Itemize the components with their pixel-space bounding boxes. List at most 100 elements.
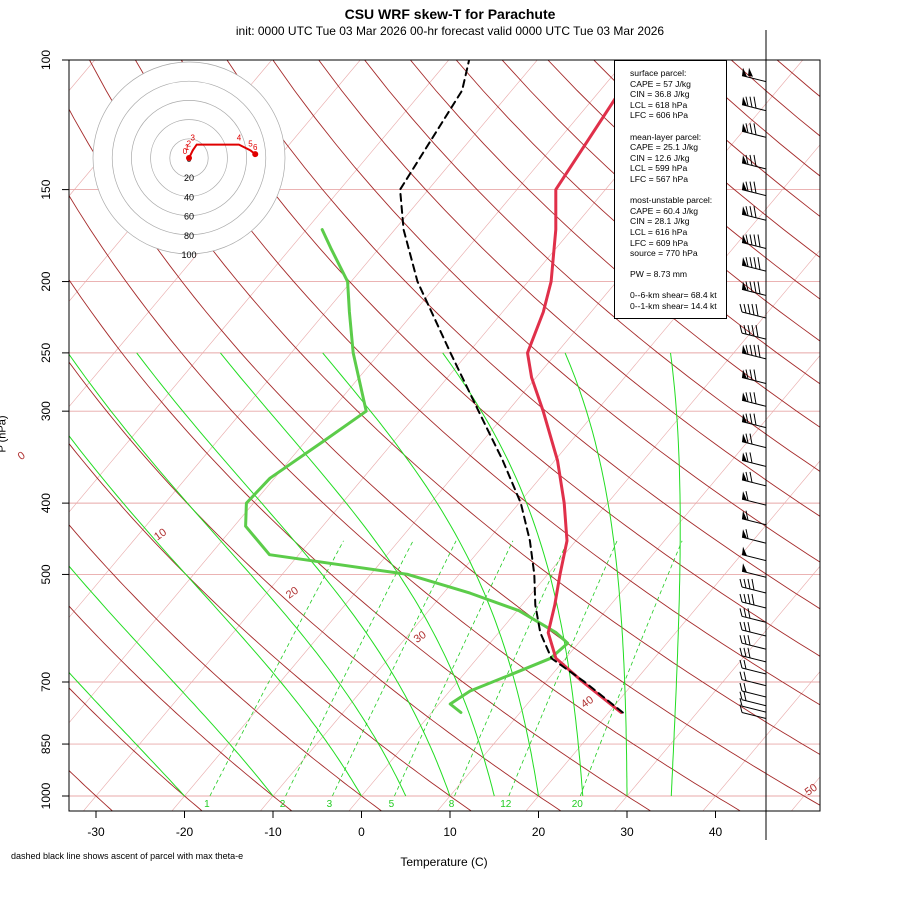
- wind-barb-tick: [753, 344, 757, 357]
- wind-barb-tick: [745, 123, 749, 133]
- ml-cape: CAPE = 25.1 J/kg: [630, 142, 699, 153]
- wind-barb-tick: [757, 257, 761, 270]
- moist-adiabat: [670, 352, 681, 797]
- mu-lcl: LCL = 616 hPa: [630, 226, 688, 237]
- wind-barb-staff: [741, 162, 767, 170]
- y-tick-label: 500: [39, 564, 53, 584]
- mean-layer-parcel-block: mean-layer parcel: CAPE = 25.1 J/kg CIN …: [630, 132, 726, 185]
- hodograph-point-label: 0: [183, 147, 188, 156]
- wind-barb-tick: [743, 671, 747, 681]
- dry-adiabat: [69, 194, 742, 811]
- wind-barb-flag: [742, 433, 747, 443]
- wind-barb-staff: [741, 518, 767, 526]
- mixing-ratio-line: [508, 540, 618, 797]
- moist-adiabat: [69, 435, 362, 797]
- dry-adiabat: [226, 60, 820, 610]
- wind-barb-tick: [739, 704, 743, 713]
- dry-adiabat-label: 50: [803, 782, 820, 799]
- wind-barb-staff: [741, 459, 767, 467]
- wind-barb-flag: [742, 344, 747, 355]
- hodograph-ring-label: 80: [184, 231, 194, 241]
- wind-barb-tick: [751, 593, 755, 606]
- wind-barb: [739, 682, 767, 698]
- wind-barb: [739, 691, 767, 707]
- x-axis-label: Temperature (C): [400, 855, 488, 869]
- dry-adiabat: [272, 60, 820, 563]
- wind-barb-tick: [751, 325, 755, 337]
- wind-barb: [741, 206, 767, 221]
- wind-barb-staff: [741, 554, 767, 562]
- wind-barb: [739, 698, 767, 713]
- isotherm-line: [348, 249, 820, 811]
- wind-barb-staff: [741, 421, 767, 429]
- wind-barb-staff: [741, 711, 767, 719]
- moist-adiabat: [69, 565, 274, 797]
- y-tick-label: 1000: [39, 782, 53, 809]
- hodograph-end-dot: [252, 151, 259, 158]
- x-tick-label: 20: [532, 825, 546, 839]
- wind-barb-tick: [743, 303, 747, 314]
- dry-adiabat: [69, 605, 293, 811]
- wind-barb-tick: [749, 471, 753, 483]
- wind-barb-staff: [741, 242, 767, 249]
- wind-barb: [741, 546, 767, 562]
- wind-barbs: [739, 67, 767, 719]
- wind-barb-staff: [741, 130, 767, 138]
- y-tick-label: 300: [39, 401, 53, 421]
- moist-adiabat: [322, 352, 539, 797]
- hodograph-start-dot: [186, 155, 192, 161]
- moist-adiabat: [69, 353, 407, 797]
- isotherm-line: [69, 60, 449, 513]
- mixing-ratio-line: [332, 540, 457, 797]
- mixing-ratio-label: 5: [389, 799, 395, 810]
- wind-barb: [741, 369, 767, 384]
- wind-barb-tick: [739, 621, 743, 631]
- dry-adiabat: [180, 60, 820, 657]
- wind-barb-flag: [742, 510, 747, 520]
- wind-barb: [741, 154, 767, 170]
- dewpoint-profile: [244, 228, 570, 714]
- wind-barb-tick: [745, 490, 749, 501]
- dry-adiabat: [776, 60, 820, 98]
- shear-0-6km: 0--6-km shear= 68.4 kt: [630, 290, 717, 301]
- ml-lcl: LCL = 599 hPa: [630, 163, 688, 174]
- hodograph-point-label: 5: [248, 139, 253, 148]
- wind-barb-flag: [742, 471, 747, 482]
- wind-barb-flag: [742, 392, 747, 402]
- wind-barb-tick: [745, 344, 749, 355]
- wind-barb: [739, 621, 767, 637]
- wind-barb-tick: [739, 691, 743, 700]
- x-tick-label: -30: [87, 825, 105, 839]
- isotherm-line: [614, 565, 820, 811]
- wind-barb-tick: [739, 671, 743, 680]
- hodograph-point-label: 2: [187, 139, 192, 148]
- plot-frame: [68, 59, 821, 812]
- wind-barb-tick: [739, 698, 743, 707]
- surface-cape: CAPE = 57 J/kg: [630, 78, 691, 89]
- precipitable-water: PW = 8.73 mm: [630, 269, 688, 280]
- wind-barb-tick: [749, 452, 753, 464]
- chart-title: CSU WRF skew-T for Parachute: [344, 6, 556, 22]
- wind-barb-tick: [739, 303, 743, 313]
- wind-barb-flag: [742, 452, 747, 462]
- wind-barb-tick: [749, 344, 753, 356]
- mixing-ratio-line: [394, 540, 514, 797]
- y-tick-label: 100: [39, 50, 53, 70]
- mixing-ratio-line: [454, 540, 569, 797]
- wind-barb-tick: [753, 413, 757, 426]
- dry-adiabat: [410, 60, 820, 428]
- isotherm-line: [525, 460, 820, 811]
- wind-barb-tick: [749, 392, 753, 403]
- isotherm-line: [69, 60, 95, 92]
- wind-barb-staff: [741, 104, 767, 112]
- wind-barb-tick: [755, 325, 759, 338]
- y-tick-label: 700: [39, 672, 53, 692]
- dry-adiabats: [69, 60, 820, 811]
- wind-barb-tick: [757, 281, 761, 295]
- wind-barb-tick: [757, 344, 761, 358]
- dry-adiabat: [455, 60, 820, 385]
- wind-barb-flag: [742, 123, 747, 133]
- wind-barb-tick: [739, 578, 743, 588]
- x-tick-label: 40: [709, 825, 723, 839]
